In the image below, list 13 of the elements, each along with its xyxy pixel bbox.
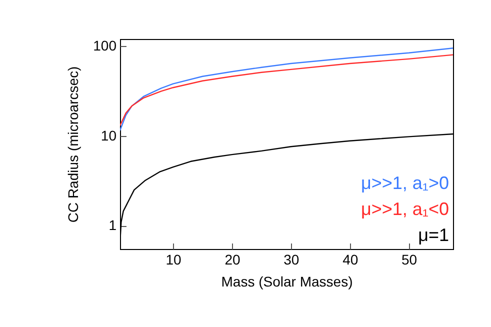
- y-tick-label: 100: [93, 38, 117, 54]
- y-tick-label: 10: [100, 127, 117, 144]
- text: μ>>1, a₁>0: [360, 173, 449, 193]
- x-tick-label: 30: [284, 252, 300, 268]
- x-tick-label: 40: [342, 252, 358, 268]
- x-tick-label: 10: [166, 252, 182, 268]
- y-tick-label: 1: [108, 217, 117, 234]
- text: μ=1: [418, 225, 449, 245]
- x-tick-label: 50: [402, 252, 418, 268]
- x-tick-label: 20: [224, 252, 240, 268]
- y-axis-title: CC Radius (microarcsec): [65, 66, 82, 223]
- x-axis-title: Mass (Solar Masses): [221, 274, 353, 290]
- text: μ>>1, a₁<0: [360, 199, 449, 219]
